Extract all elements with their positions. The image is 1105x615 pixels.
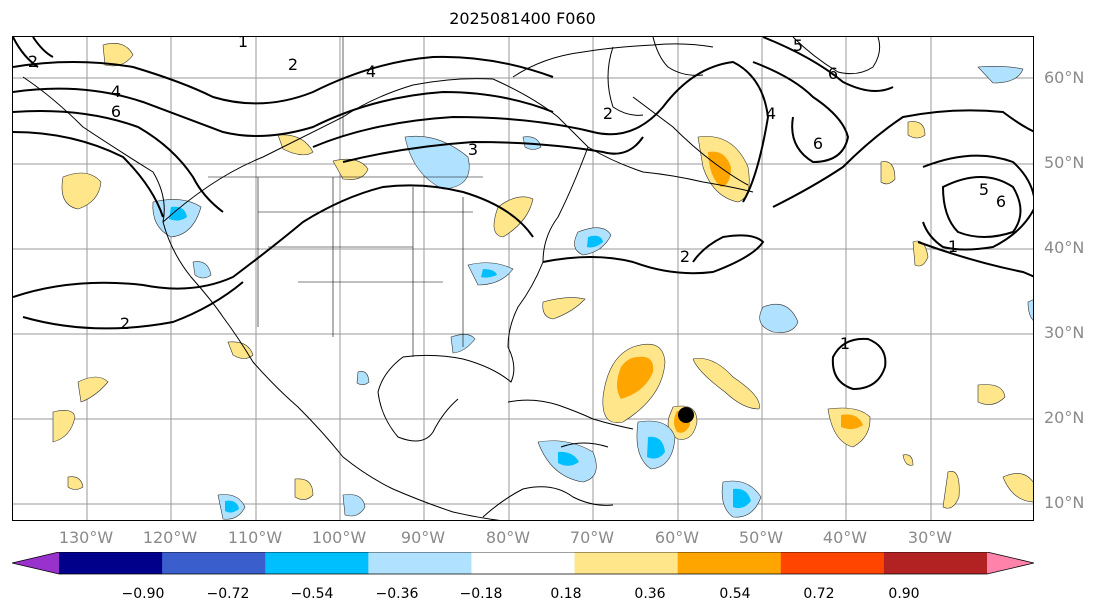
colorbar-tick-label: −0.72 [206,586,250,602]
contour-label: 5 [793,37,803,55]
lon-label: 100°W [311,528,367,547]
colorbar-tick-label: −0.54 [290,586,334,602]
contour-label: 1 [840,334,850,353]
lon-label: 130°W [58,528,114,547]
map-panel: 1 2 2 3 4 4 6 2 2 2 1 4 5 6 6 1 5 6 [12,36,1034,521]
contour-label: 1 [948,237,958,256]
coastlines [22,37,881,520]
contour-label: 2 [28,52,38,71]
colorbar [12,552,1034,575]
contour-label: 2 [288,55,298,74]
lon-label: 40°W [822,528,868,547]
blue-shade [169,206,187,221]
lat-label: 30°N [1044,323,1085,342]
blue-shade [759,303,799,333]
blue-shade [342,494,366,517]
blue-shade [481,269,497,278]
contour-label: 4 [111,82,121,101]
orange-shade [708,151,731,187]
colorbar-tick-label: −0.18 [459,586,503,602]
lon-label: 70°W [569,528,615,547]
colorbar-segment [677,552,782,574]
colorbar-outline [12,552,1034,575]
blue-shade [225,500,239,513]
colorbar-tick-label: 0.54 [719,586,751,602]
shaded-field [52,43,1033,520]
lon-label: 50°W [738,528,784,547]
contour-label: 2 [120,314,130,333]
colorbar-tick-label: −0.90 [121,586,165,602]
contour-labels: 1 2 2 3 4 4 6 2 2 2 1 4 5 6 6 1 5 6 [28,37,1006,353]
contour-label: 6 [813,134,823,153]
colorbar-tick-label: 0.36 [634,586,666,602]
graticule [13,37,1033,520]
lat-label: 10°N [1044,493,1085,512]
lat-label: 40°N [1044,238,1085,257]
storm-center-marker [678,407,694,423]
contour-label: 6 [996,192,1006,211]
colorbar-segment [780,552,885,574]
colorbar-segment [265,552,369,574]
contour-label: 4 [366,62,376,81]
lon-label: 90°W [400,528,446,547]
colorbar-segment [59,552,163,574]
colorbar-tick-label: 0.72 [803,586,835,602]
lat-label: 60°N [1044,68,1085,87]
state-borders [208,37,483,357]
contour-label: 6 [828,64,838,83]
orange-shade [617,356,654,399]
colorbar-segment [574,552,679,574]
blue-shade [356,371,370,386]
map-canvas: 1 2 2 3 4 4 6 2 2 2 1 4 5 6 6 1 5 6 [13,37,1033,520]
colorbar-segment [471,552,576,574]
orange-shade [841,414,863,430]
contour-label: 1 [238,37,248,51]
lat-label: 50°N [1044,153,1085,172]
blue-shade [733,488,751,509]
contour-label: 3 [468,140,478,159]
contour-label: 2 [603,104,613,123]
lon-label: 110°W [227,528,283,547]
lon-label: 120°W [142,528,198,547]
blue-shade [558,451,579,466]
colorbar-tick-label: 0.18 [550,586,582,602]
contour-lines [13,37,1033,391]
lon-label: 80°W [485,528,531,547]
contour-label: 5 [979,180,989,199]
blue-shade [647,436,665,459]
contour-label: 4 [766,104,776,123]
colorbar-tick-label: −0.36 [375,586,419,602]
contour-label: 6 [111,102,121,121]
blue-shade [404,135,470,190]
map-title: 2025081400 F060 [449,9,596,28]
blue-shade [587,235,603,248]
colorbar-segment [883,552,988,574]
contour-label: 2 [680,247,690,266]
lon-label: 30°W [907,528,953,547]
colorbar-extend-high [987,552,1034,574]
lon-label: 60°W [654,528,700,547]
blue-shade [192,261,212,279]
colorbar-segment [162,552,266,574]
colorbar-segment [368,552,472,574]
blue-shade [1027,299,1033,321]
colorbar-tick-label: 0.90 [888,586,920,602]
lat-label: 20°N [1044,408,1085,427]
blue-shade [977,66,1024,84]
colorbar-extend-low [12,552,59,574]
